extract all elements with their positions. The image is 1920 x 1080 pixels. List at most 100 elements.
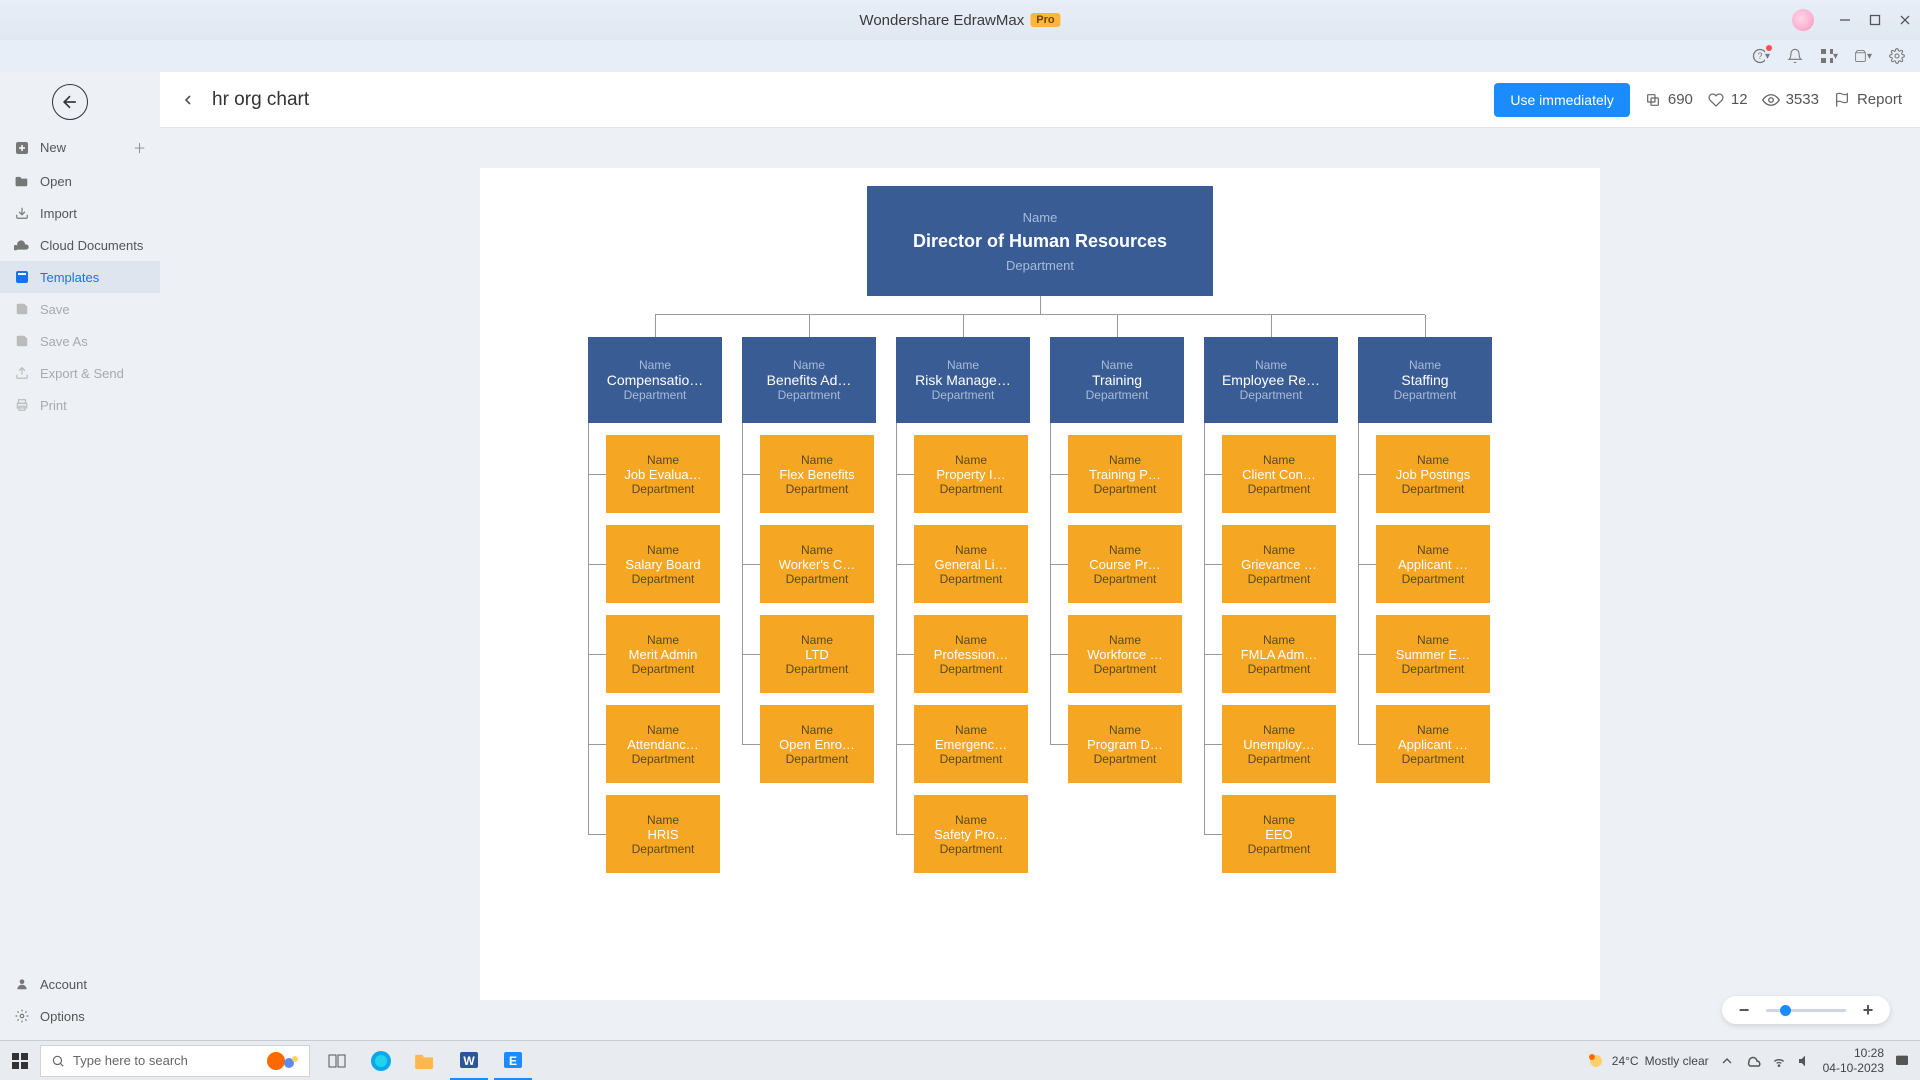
sidebar-item-import[interactable]: Import [0, 197, 160, 229]
edrawmax-app[interactable]: E [494, 1042, 532, 1080]
node-title: Summer E… [1396, 647, 1470, 662]
report-button[interactable]: Report [1833, 91, 1902, 109]
stat-likes[interactable]: 12 [1707, 91, 1748, 109]
child-node[interactable]: NameSafety Pro…Department [914, 795, 1028, 873]
gear-icon[interactable] [1888, 47, 1906, 65]
child-node[interactable]: NameOpen Enro…Department [760, 705, 874, 783]
search-icon [51, 1054, 65, 1068]
weather-widget[interactable]: 24°C Mostly clear [1586, 1051, 1709, 1071]
back-button[interactable] [52, 84, 88, 120]
child-node[interactable]: NameSalary BoardDepartment [606, 525, 720, 603]
back-chevron[interactable] [178, 90, 198, 110]
child-node[interactable]: NameSummer E…Department [1376, 615, 1490, 693]
minimize-button[interactable] [1836, 11, 1854, 29]
child-node[interactable]: NameJob PostingsDepartment [1376, 435, 1490, 513]
child-node[interactable]: NameLTDDepartment [760, 615, 874, 693]
child-node[interactable]: NameGeneral Li…Department [914, 525, 1028, 603]
child-node[interactable]: NameProfession…Department [914, 615, 1028, 693]
edge-app[interactable] [362, 1042, 400, 1080]
sidebar-item-account[interactable]: Account [0, 968, 160, 1000]
org-chart-canvas[interactable]: Name Director of Human Resources Departm… [480, 168, 1600, 1000]
user-icon [14, 976, 30, 992]
sidebar-item-cloud[interactable]: Cloud Documents [0, 229, 160, 261]
child-node[interactable]: NameClient Con…Department [1222, 435, 1336, 513]
child-node[interactable]: NameCourse Pr…Department [1068, 525, 1182, 603]
svg-text:?: ? [1757, 51, 1762, 61]
children-group: NameJob PostingsDepartmentNameApplicant … [1350, 435, 1484, 795]
child-node[interactable]: NameAttendanc…Department [606, 705, 720, 783]
dept-node[interactable]: NameTrainingDepartment [1050, 337, 1184, 423]
node-title: EEO [1265, 827, 1292, 842]
maximize-button[interactable] [1866, 11, 1884, 29]
word-app[interactable]: W [450, 1042, 488, 1080]
volume-icon[interactable] [1797, 1053, 1813, 1069]
dept-node[interactable]: NameRisk Manage…Department [896, 337, 1030, 423]
folder-icon [14, 173, 30, 189]
child-node[interactable]: NameApplicant …Department [1376, 705, 1490, 783]
chevron-up-icon[interactable] [1719, 1053, 1735, 1069]
sidebar-item-export[interactable]: Export & Send [0, 357, 160, 389]
close-button[interactable] [1896, 11, 1914, 29]
child-node[interactable]: NameFlex BenefitsDepartment [760, 435, 874, 513]
plus-icon[interactable]: ＋ [133, 138, 146, 157]
titlebar: Wondershare EdrawMax Pro [0, 0, 1920, 40]
node-title: Risk Manage… [915, 372, 1011, 388]
child-node[interactable]: NameJob Evalua…Department [606, 435, 720, 513]
zoom-thumb[interactable] [1780, 1005, 1791, 1016]
taskbar-search[interactable]: Type here to search [40, 1045, 310, 1077]
sidebar-item-save[interactable]: Save [0, 293, 160, 325]
stat-value: 3533 [1786, 91, 1819, 108]
sidebar-item-saveas[interactable]: Save As [0, 325, 160, 357]
cart-icon[interactable]: ▾ [1854, 47, 1872, 65]
node-name: Name [1255, 358, 1287, 372]
apps-icon[interactable]: ▾ [1820, 47, 1838, 65]
sidebar-item-options[interactable]: Options [0, 1000, 160, 1032]
child-node[interactable]: NameEmergenc…Department [914, 705, 1028, 783]
dept-node[interactable]: NameEmployee Re…Department [1204, 337, 1338, 423]
spine [742, 423, 743, 744]
org-root-node[interactable]: Name Director of Human Resources Departm… [867, 186, 1213, 296]
node-title: Director of Human Resources [913, 231, 1167, 252]
zoom-control[interactable]: − + [1722, 996, 1890, 1024]
start-button[interactable] [0, 1041, 40, 1080]
avatar[interactable] [1792, 9, 1814, 31]
sidebar-item-new[interactable]: New ＋ [0, 130, 160, 165]
zoom-out-button[interactable]: − [1736, 1002, 1752, 1018]
print-icon [14, 397, 30, 413]
child-node[interactable]: NameUnemploy…Department [1222, 705, 1336, 783]
clock[interactable]: 10:28 04-10-2023 [1823, 1046, 1884, 1075]
dept-node[interactable]: NameStaffingDepartment [1358, 337, 1492, 423]
child-node[interactable]: NameProperty I…Department [914, 435, 1028, 513]
child-node[interactable]: NameEEODepartment [1222, 795, 1336, 873]
gear-icon [14, 1008, 30, 1024]
sidebar-item-open[interactable]: Open [0, 165, 160, 197]
onedrive-icon[interactable] [1745, 1053, 1761, 1069]
zoom-slider[interactable] [1766, 1009, 1846, 1012]
canvas-area[interactable]: Name Director of Human Resources Departm… [160, 128, 1920, 1040]
use-immediately-button[interactable]: Use immediately [1494, 83, 1629, 117]
child-node[interactable]: NameTraining P…Department [1068, 435, 1182, 513]
bell-icon[interactable] [1786, 47, 1804, 65]
sidebar-item-print[interactable]: Print [0, 389, 160, 421]
help-icon[interactable]: ?▾ [1752, 47, 1770, 65]
sidebar-item-templates[interactable]: Templates [0, 261, 160, 293]
child-node[interactable]: NameApplicant …Department [1376, 525, 1490, 603]
child-node[interactable]: NameWorker's C…Department [760, 525, 874, 603]
sidebar-item-label: Options [40, 1009, 85, 1024]
child-node[interactable]: NameFMLA Adm…Department [1222, 615, 1336, 693]
node-dept: Department [1394, 388, 1457, 402]
child-node[interactable]: NameHRISDepartment [606, 795, 720, 873]
wifi-icon[interactable] [1771, 1053, 1787, 1069]
task-view-button[interactable] [318, 1042, 356, 1080]
notifications-icon[interactable] [1894, 1053, 1910, 1069]
stat-views[interactable]: 3533 [1762, 91, 1819, 109]
stat-copies[interactable]: 690 [1644, 91, 1693, 109]
zoom-in-button[interactable]: + [1860, 1002, 1876, 1018]
child-node[interactable]: NameGrievance …Department [1222, 525, 1336, 603]
child-node[interactable]: NameWorkforce …Department [1068, 615, 1182, 693]
explorer-app[interactable] [406, 1042, 444, 1080]
dept-node[interactable]: NameCompensatio…Department [588, 337, 722, 423]
child-node[interactable]: NameProgram D…Department [1068, 705, 1182, 783]
child-node[interactable]: NameMerit AdminDepartment [606, 615, 720, 693]
dept-node[interactable]: NameBenefits Ad…Department [742, 337, 876, 423]
